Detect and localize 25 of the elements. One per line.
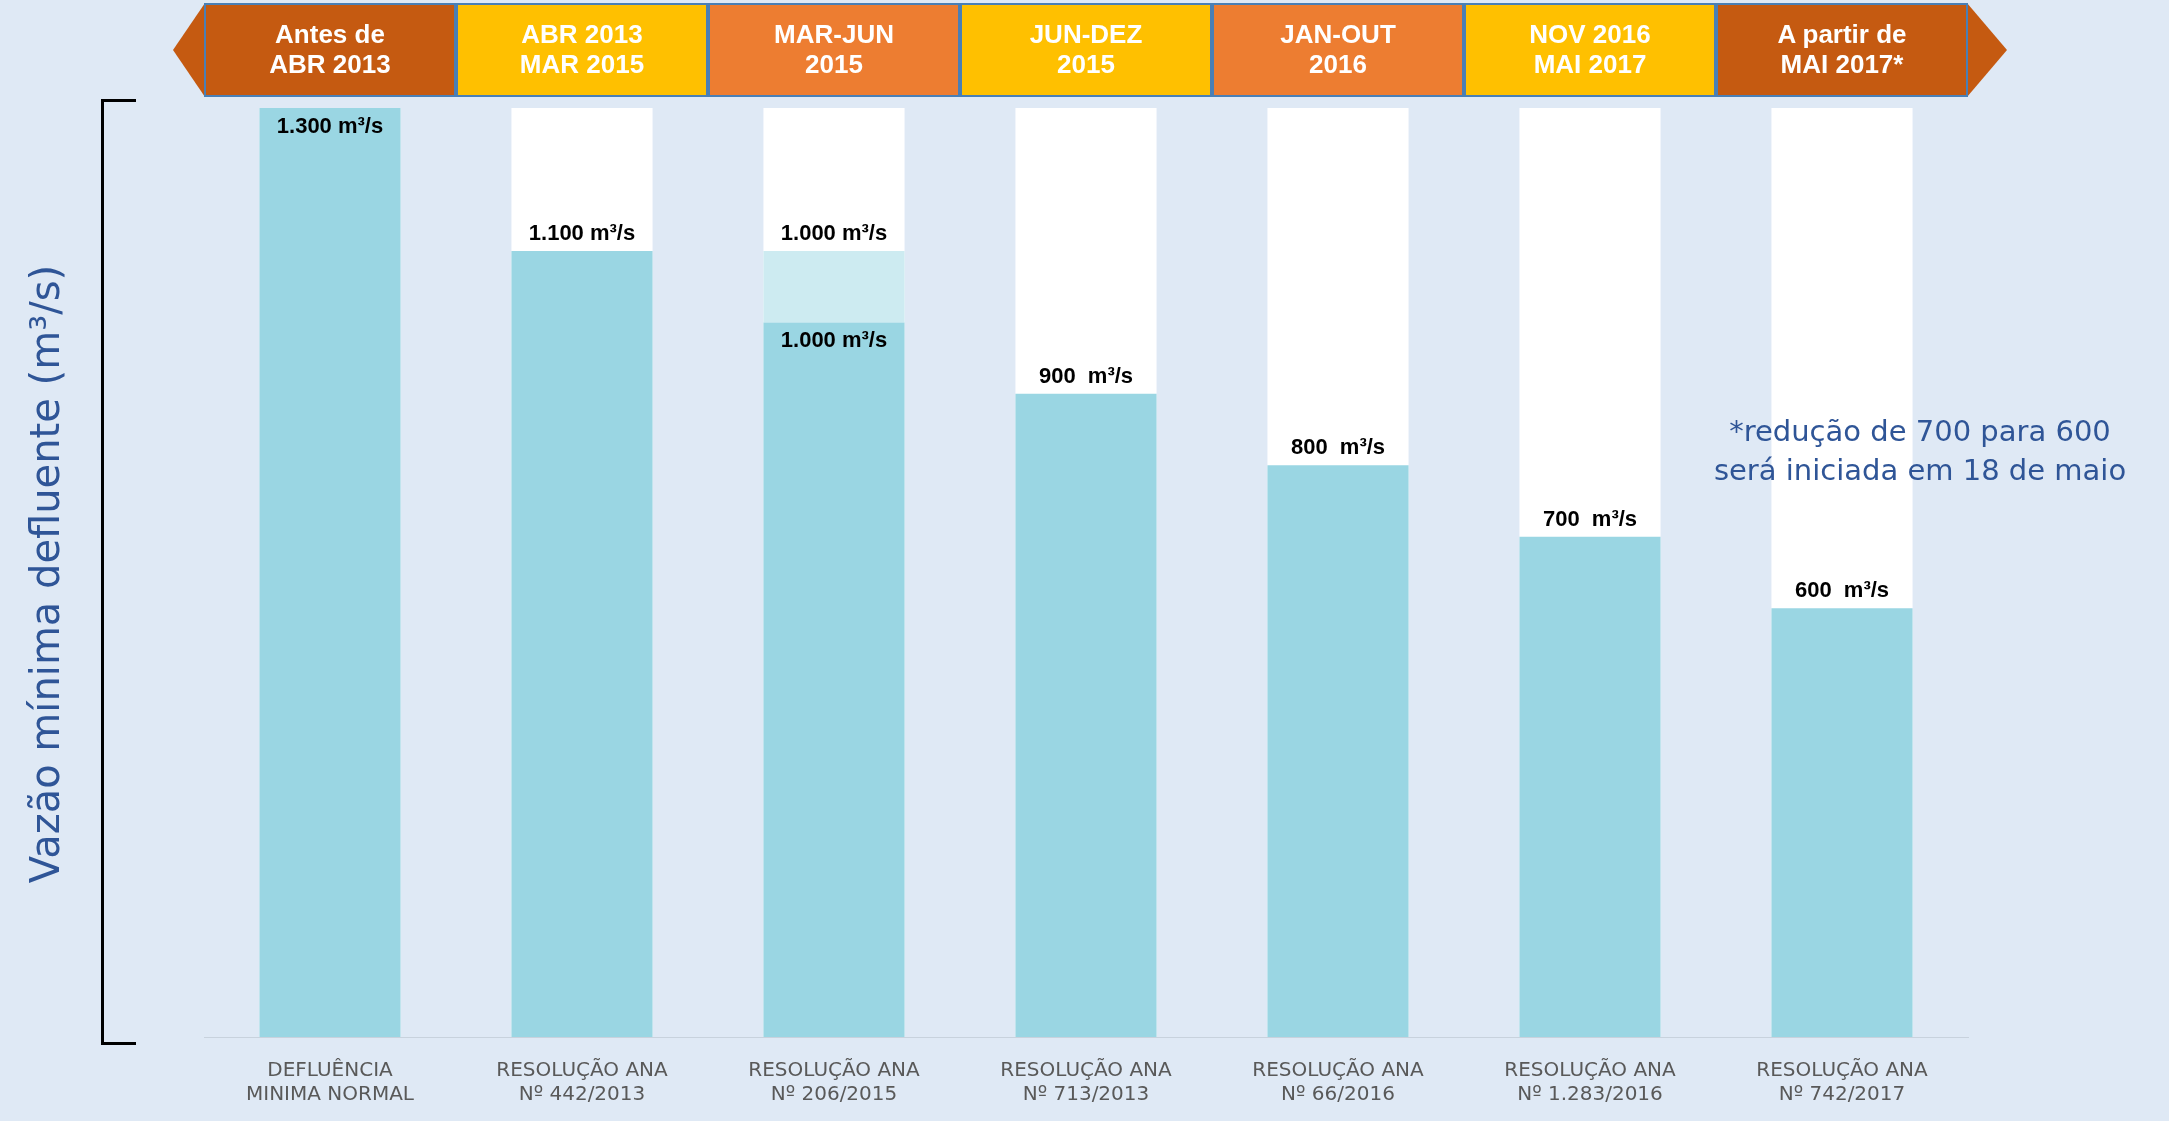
bar bbox=[763, 250, 905, 323]
y-axis-title: Vazão mínima defluente (m³/s) bbox=[22, 264, 68, 884]
x-tick-label: DEFLUÊNCIA MINIMA NORMAL bbox=[246, 1057, 415, 1106]
x-tick-label: RESOLUÇÃO ANA Nº 742/2017 bbox=[1756, 1057, 1929, 1106]
text: A partir de MAI 2017* bbox=[1716, 3, 1968, 97]
x-tick-label: RESOLUÇÃO ANA Nº 206/2015 bbox=[748, 1057, 921, 1106]
text: NOV 2016 MAI 2017 bbox=[1464, 3, 1716, 97]
data-label: 1.100 m³/s bbox=[528, 219, 636, 245]
data-label: 600 m³/s bbox=[1794, 577, 1890, 603]
annotation: 1.000 m³/s bbox=[780, 219, 888, 245]
data-label: 800 m³/s bbox=[1290, 434, 1386, 460]
data-label: 900 m³/s bbox=[1038, 362, 1134, 388]
text: JUN-DEZ 2015 bbox=[960, 3, 1212, 97]
data-label: 1.300 m³/s bbox=[276, 113, 384, 139]
x-tick-label: RESOLUÇÃO ANA Nº 66/2016 bbox=[1252, 1057, 1425, 1106]
text: MAR-JUN 2015 bbox=[708, 3, 960, 97]
text: JAN-OUT 2016 bbox=[1212, 3, 1464, 97]
text: Antes de ABR 2013 bbox=[204, 3, 456, 97]
x-tick-label: RESOLUÇÃO ANA Nº 1.283/2016 bbox=[1504, 1057, 1677, 1106]
x-tick-label: RESOLUÇÃO ANA Nº 442/2013 bbox=[496, 1057, 669, 1106]
x-tick-label: RESOLUÇÃO ANA Nº 713/2013 bbox=[1000, 1057, 1173, 1106]
data-label: 700 m³/s bbox=[1542, 505, 1638, 531]
text: ABR 2013 MAR 2015 bbox=[456, 3, 708, 97]
annotation: *redução de 700 para 600 será iniciada em 18 de maio bbox=[1712, 413, 2128, 490]
data-label: 1.000 m³/s bbox=[780, 327, 888, 353]
